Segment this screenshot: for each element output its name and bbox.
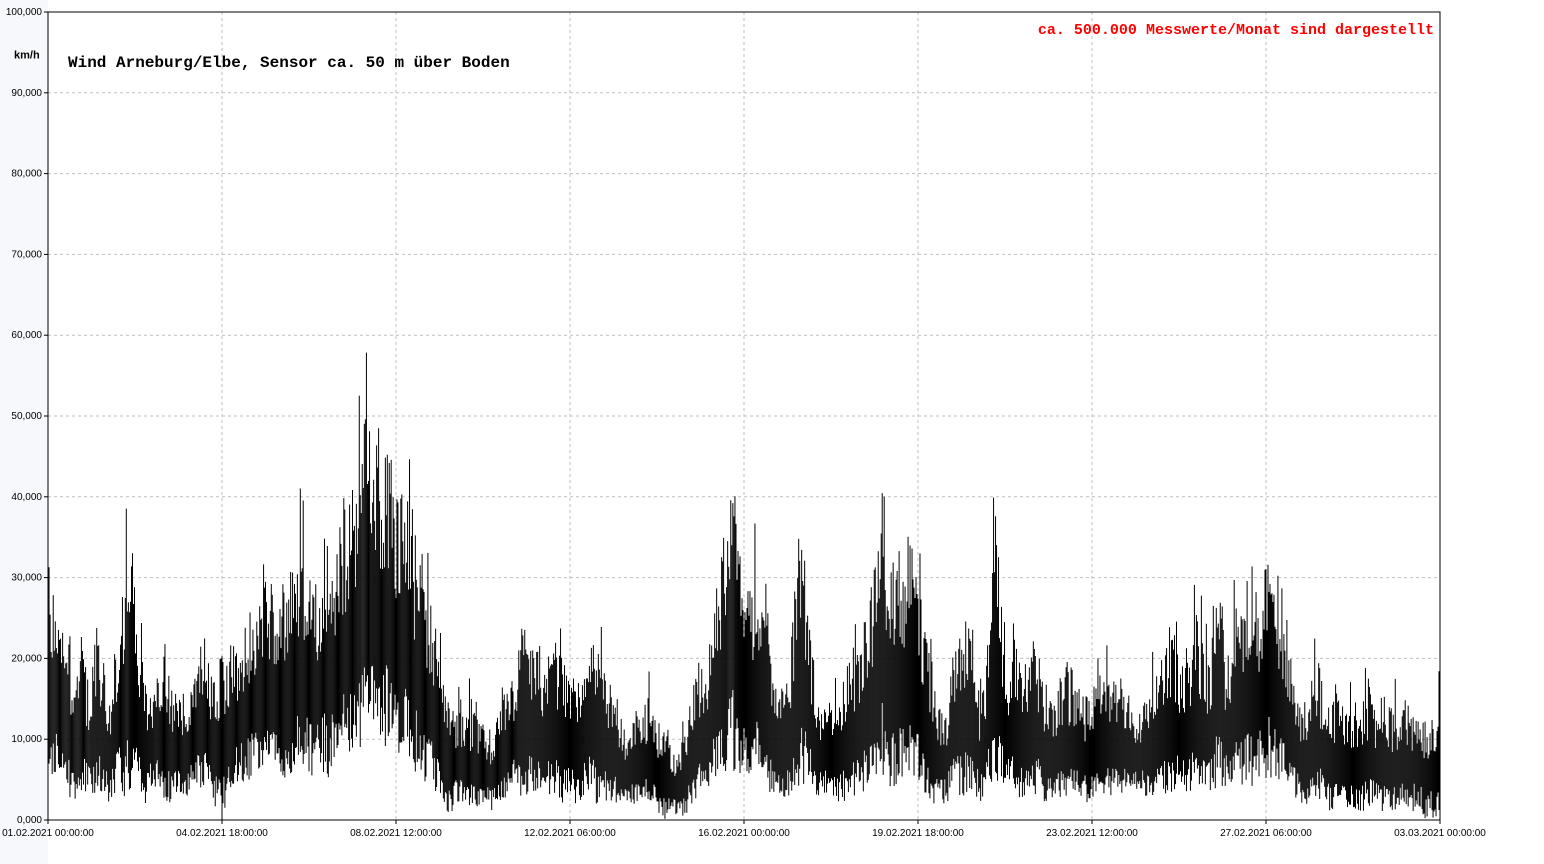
chart-svg: 0,000 10,000 20,000 30,000 40,000 50,000 60,00… <box>0 0 1544 864</box>
xtick-label: 23.02.2021 12:00:00 <box>1046 828 1138 839</box>
ytick-label: 100,000 <box>6 7 43 18</box>
ytick-label: 50,000 <box>11 411 42 422</box>
chart-annotation: ca. 500.000 Messwerte/Monat sind dargest… <box>1038 22 1434 39</box>
ytick-label: 60,000 <box>11 330 42 341</box>
ytick-label: 90,000 <box>11 88 42 99</box>
xtick-label: 03.03.2021 00:00:00 <box>1394 828 1486 839</box>
ytick-label: 10,000 <box>11 734 42 745</box>
wind-chart: 0,000 10,000 20,000 30,000 40,000 50,000 60,00… <box>0 0 1544 864</box>
ytick-label: 30,000 <box>11 573 42 584</box>
xtick-label: 04.02.2021 18:00:00 <box>176 828 268 839</box>
y-axis-unit: km/h <box>14 49 40 61</box>
ytick-label: 20,000 <box>11 653 42 664</box>
ytick-label: 0,000 <box>17 815 42 826</box>
xtick-label: 19.02.2021 18:00:00 <box>872 828 964 839</box>
xtick-label: 01.02.2021 00:00:00 <box>2 828 94 839</box>
xtick-label: 27.02.2021 06:00:00 <box>1220 828 1312 839</box>
ytick-label: 40,000 <box>11 492 42 503</box>
chart-title: Wind Arneburg/Elbe, Sensor ca. 50 m über… <box>68 54 510 72</box>
xtick-label: 08.02.2021 12:00:00 <box>350 828 442 839</box>
xtick-label: 16.02.2021 00:00:00 <box>698 828 790 839</box>
xtick-label: 12.02.2021 06:00:00 <box>524 828 616 839</box>
ytick-label: 80,000 <box>11 169 42 180</box>
ytick-label: 70,000 <box>11 249 42 260</box>
